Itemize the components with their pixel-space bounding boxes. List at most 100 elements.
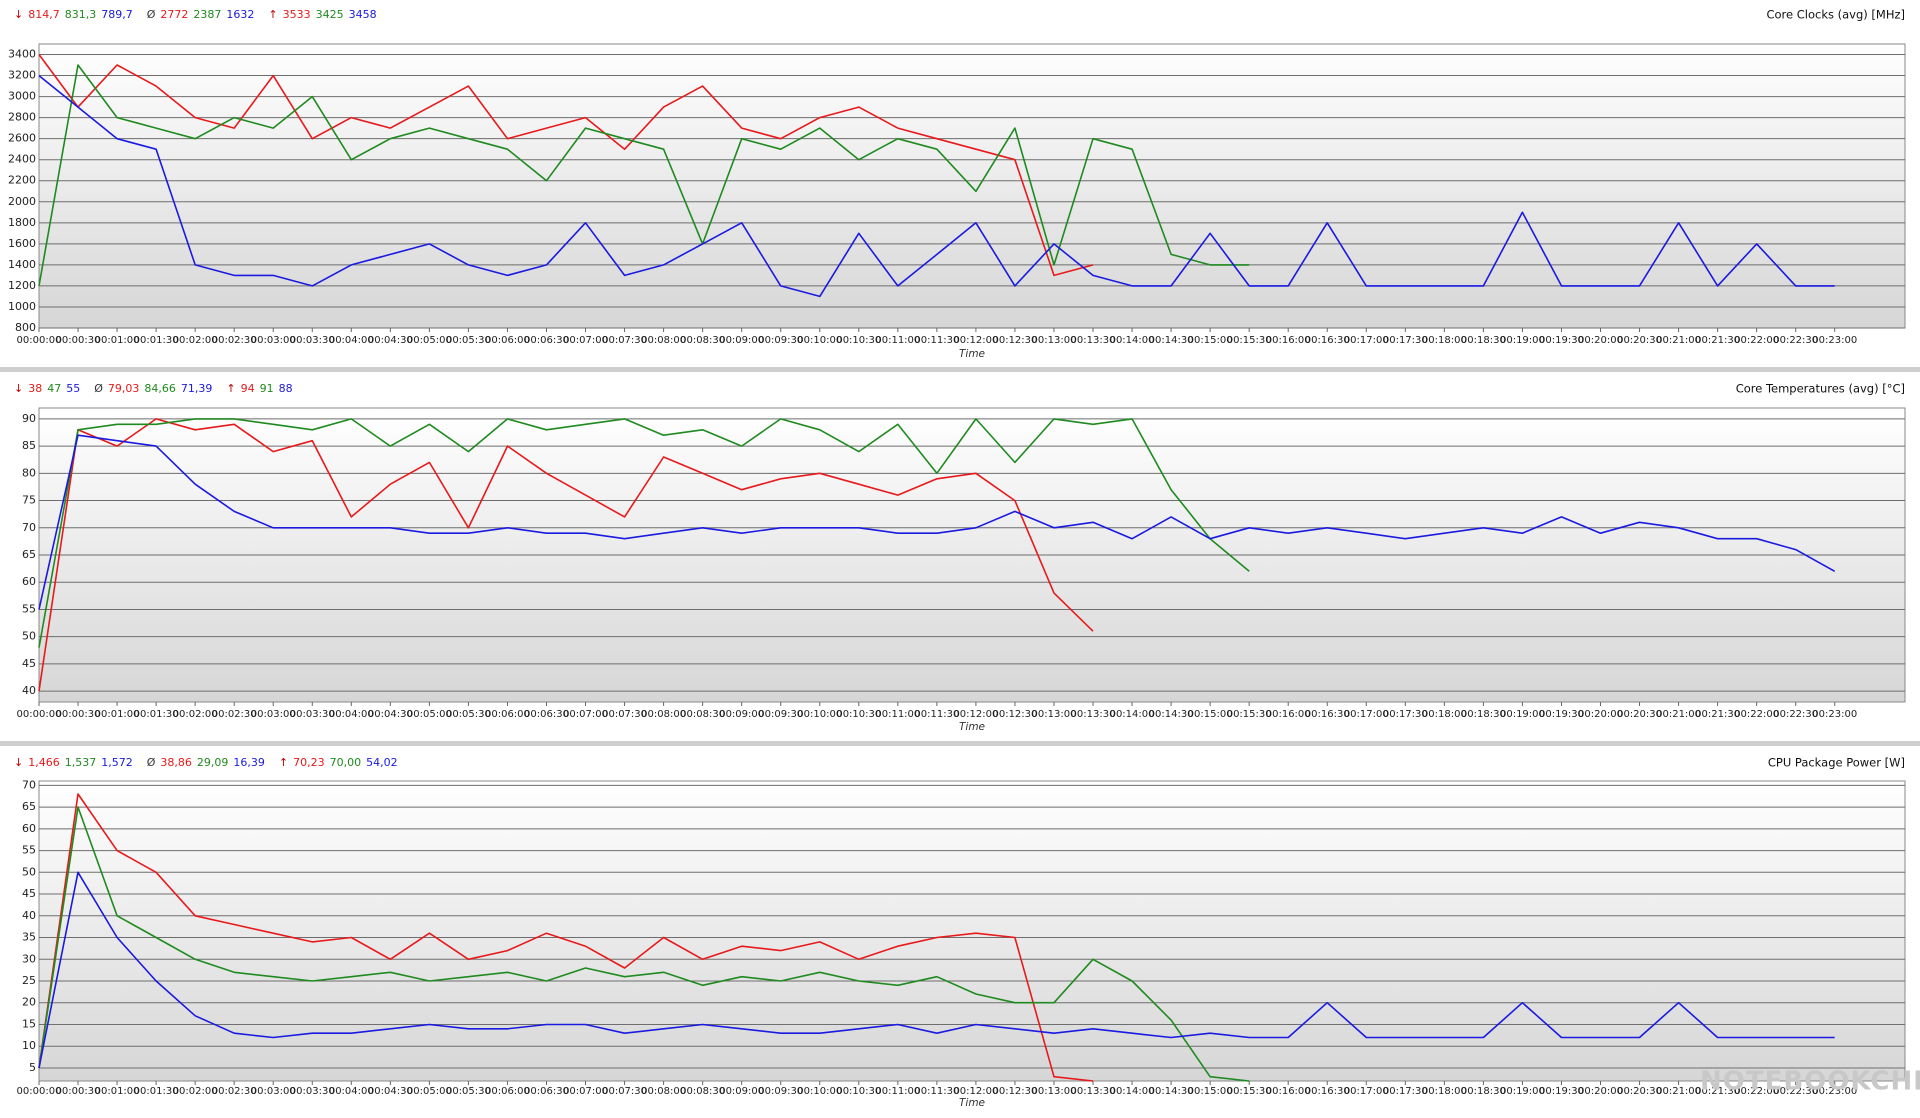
series-line <box>38 434 1836 610</box>
x-tick-label: 00:06:00 <box>485 1086 530 1097</box>
x-tick-label: 00:10:00 <box>797 335 842 346</box>
x-tick-label: 00:06:30 <box>524 709 569 720</box>
x-tick-label: 00:00:00 <box>17 1086 62 1097</box>
y-tick-label: 10 <box>22 1039 36 1052</box>
x-tick-label: 00:08:00 <box>641 709 686 720</box>
x-tick-label: 00:00:30 <box>56 1086 101 1097</box>
stat-value: 3458 <box>349 8 377 21</box>
y-tick-label: 90 <box>22 412 36 425</box>
x-tick-label: 00:14:30 <box>1149 709 1194 720</box>
x-tick-label: 00:22:00 <box>1734 335 1779 346</box>
stat-value: 38,86 <box>160 756 192 769</box>
stat-value: 789,7 <box>101 8 133 21</box>
y-tick-label: 1400 <box>8 258 36 271</box>
x-tick-label: 00:05:30 <box>446 335 491 346</box>
x-tick-label: 00:05:00 <box>407 335 452 346</box>
stat-value: 16,39 <box>233 756 265 769</box>
x-tick-label: 00:13:00 <box>1032 335 1077 346</box>
x-tick-label: 00:11:00 <box>875 1086 920 1097</box>
x-tick-label: 00:08:00 <box>641 1086 686 1097</box>
panel-separator <box>0 367 1920 372</box>
x-tick-label: 00:14:00 <box>1110 335 1155 346</box>
x-tick-label: 00:03:30 <box>290 1086 335 1097</box>
stat-value: 814,7 <box>28 8 60 21</box>
x-tick-label: 00:18:30 <box>1461 335 1506 346</box>
y-tick-label: 60 <box>22 575 36 588</box>
y-tick-label: 3400 <box>8 48 36 61</box>
stat-value: 3425 <box>316 8 344 21</box>
y-tick-label: 1200 <box>8 279 36 292</box>
y-tick-label: 35 <box>22 931 36 944</box>
x-tick-label: 00:18:00 <box>1422 335 1467 346</box>
x-tick-label: 00:11:30 <box>914 335 959 346</box>
series-line <box>38 418 1250 648</box>
x-tick-label: 00:06:00 <box>485 335 530 346</box>
x-tick-label: 00:20:00 <box>1578 709 1623 720</box>
y-tick-label: 800 <box>15 321 36 334</box>
x-tick-label: 00:01:30 <box>134 709 179 720</box>
x-tick-label: 00:12:00 <box>953 709 998 720</box>
x-tick-label: 00:20:30 <box>1617 709 1662 720</box>
x-tick-label: 00:04:30 <box>368 1086 413 1097</box>
x-tick-label: 00:21:30 <box>1695 709 1740 720</box>
y-tick-label: 2800 <box>8 111 36 124</box>
x-tick-label: 00:20:30 <box>1617 1086 1662 1097</box>
stat-value: 29,09 <box>197 756 229 769</box>
series-line <box>38 793 1094 1082</box>
x-tick-label: 00:10:00 <box>797 1086 842 1097</box>
stat-value: 831,3 <box>65 8 97 21</box>
stats-header: ↓ 814,7 831,3 789,7 Ø 2772 2387 1632 ↑ 3533 3425 34… <box>14 8 377 21</box>
x-tick-label: 00:22:30 <box>1773 1086 1818 1097</box>
stat-value: 38 <box>28 382 42 395</box>
x-tick-label: 00:12:00 <box>953 335 998 346</box>
panel-separator <box>0 741 1920 746</box>
x-tick-label: 00:09:00 <box>719 335 764 346</box>
stat-value: 3533 <box>283 8 311 21</box>
plot-area <box>38 780 1906 1082</box>
y-tick-label: 25 <box>22 974 36 987</box>
x-tick-label: 00:17:00 <box>1344 1086 1389 1097</box>
x-tick-label: 00:09:30 <box>758 1086 803 1097</box>
x-tick-label: 00:04:00 <box>329 335 374 346</box>
y-tick-label: 50 <box>22 630 36 643</box>
y-tick-label: 45 <box>22 657 36 670</box>
stat-value: 47 <box>47 382 61 395</box>
stat-symbol: ↓ <box>14 756 23 769</box>
y-tick-label: 20 <box>22 996 36 1009</box>
x-tick-label: 00:23:00 <box>1812 335 1857 346</box>
series-line <box>38 418 1094 692</box>
x-axis-label: Time <box>959 721 985 733</box>
x-tick-label: 00:07:00 <box>563 709 608 720</box>
y-tick-label: 3200 <box>8 69 36 82</box>
y-tick-label: 65 <box>22 800 36 813</box>
x-tick-label: 00:02:30 <box>212 1086 257 1097</box>
x-tick-label: 00:11:00 <box>875 709 920 720</box>
x-tick-label: 00:05:30 <box>446 1086 491 1097</box>
stat-value: 79,03 <box>108 382 140 395</box>
stat-value: 2387 <box>193 8 221 21</box>
x-tick-label: 00:14:00 <box>1110 709 1155 720</box>
x-tick-label: 00:23:00 <box>1812 1086 1857 1097</box>
x-tick-label: 00:01:00 <box>95 709 140 720</box>
x-tick-label: 00:11:00 <box>875 335 920 346</box>
x-axis-label: Time <box>959 348 985 360</box>
stat-value: 70,23 <box>293 756 325 769</box>
series-line <box>38 806 1250 1082</box>
x-tick-label: 00:07:00 <box>563 1086 608 1097</box>
stat-value: 84,66 <box>144 382 176 395</box>
x-tick-label: 00:02:00 <box>173 709 218 720</box>
x-tick-label: 00:07:30 <box>602 709 647 720</box>
stats-header: ↓ 1,466 1,537 1,572 Ø 38,86 29,09 16,39 ↑ 70,23 70… <box>14 756 398 769</box>
x-tick-label: 00:19:00 <box>1500 1086 1545 1097</box>
x-tick-label: 00:02:30 <box>212 335 257 346</box>
x-tick-label: 00:09:00 <box>719 1086 764 1097</box>
y-tick-label: 40 <box>22 909 36 922</box>
y-tick-label: 40 <box>22 684 36 697</box>
x-tick-label: 00:15:30 <box>1227 709 1272 720</box>
x-tick-label: 00:01:30 <box>134 335 179 346</box>
y-tick-label: 60 <box>22 822 36 835</box>
stat-symbol: ↓ <box>14 8 23 21</box>
y-tick-label: 1600 <box>8 237 36 250</box>
y-tick-label: 3000 <box>8 90 36 103</box>
x-tick-label: 00:19:30 <box>1539 335 1584 346</box>
